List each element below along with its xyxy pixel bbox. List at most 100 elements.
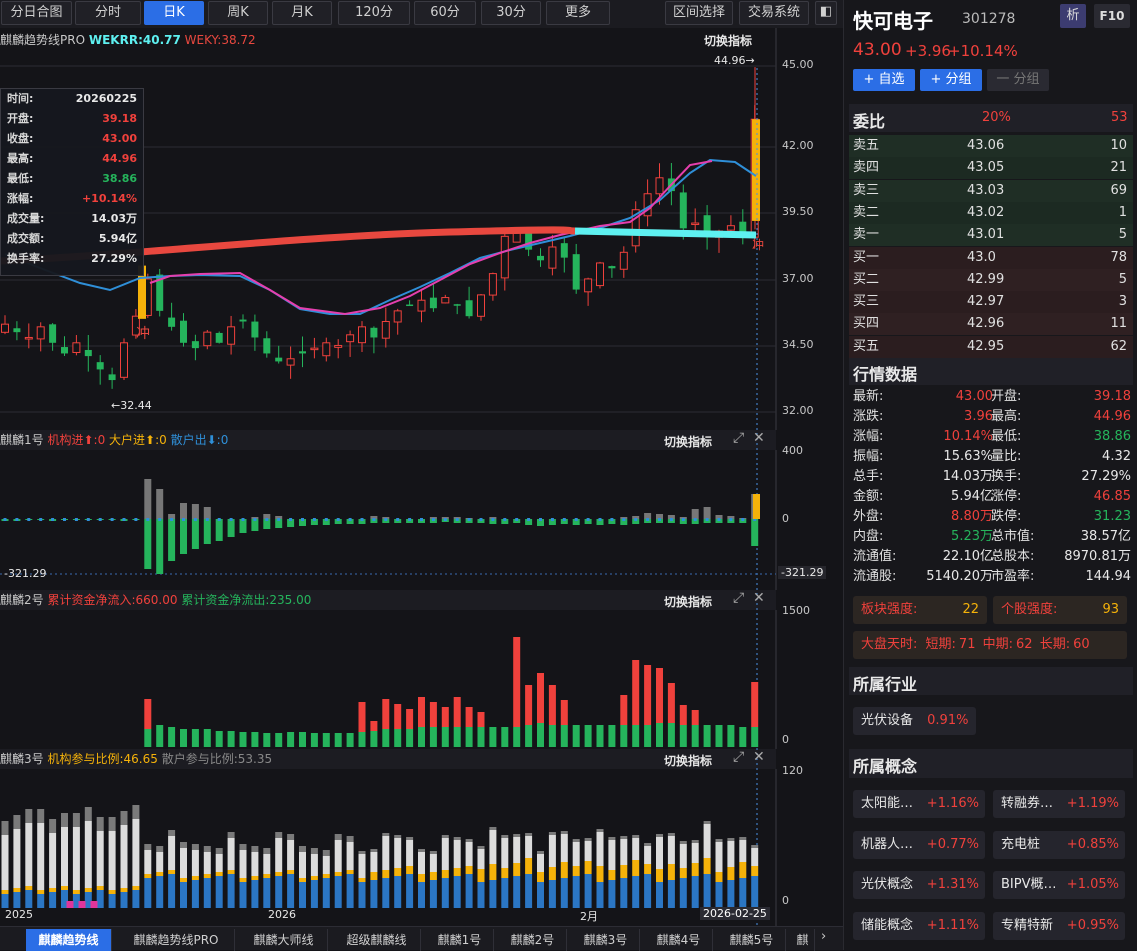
- p3-bar: [49, 892, 57, 908]
- concept-pct: +1.31%: [926, 877, 979, 892]
- period-button-weekly[interactable]: 周K: [208, 1, 268, 25]
- expand-icon[interactable]: ⤢: [733, 749, 745, 765]
- p2-bar: [358, 702, 366, 732]
- p3-bar: [679, 868, 687, 878]
- range-select-button[interactable]: 区间选择: [665, 1, 733, 25]
- bid-row[interactable]: 买四 42.96 11: [849, 313, 1133, 336]
- close-icon[interactable]: ✕: [753, 749, 765, 765]
- p1-bar: [751, 519, 759, 546]
- p1-bar: [215, 519, 223, 541]
- p1-bar: [182, 518, 185, 521]
- tab-qilin-4[interactable]: 麒麟4号: [645, 929, 713, 951]
- bid-row[interactable]: 买五 42.95 62: [849, 335, 1133, 358]
- concept-chip[interactable]: 专精特新 +0.95%: [993, 911, 1125, 940]
- period-button-120min[interactable]: 120分: [338, 1, 410, 25]
- expand-icon[interactable]: ⤢: [733, 590, 745, 606]
- p2-bar: [406, 709, 414, 729]
- p3-bar: [239, 878, 247, 882]
- p3-switch-indicator-button[interactable]: 切换指标: [664, 754, 713, 768]
- f10-button[interactable]: F10: [1094, 4, 1130, 28]
- close-icon[interactable]: ✕: [753, 590, 765, 606]
- trade-system-button[interactable]: 交易系统: [739, 1, 809, 25]
- ask-row[interactable]: 卖五 43.06 10: [849, 135, 1133, 157]
- period-button-monthly[interactable]: 月K: [272, 1, 332, 25]
- industry-chip[interactable]: 光伏设备 0.91%: [853, 707, 977, 735]
- tab-qilin-5[interactable]: 麒麟5号: [718, 929, 786, 951]
- tab-trend-line[interactable]: 麒麟趋势线: [26, 929, 112, 951]
- market-key: 最新:: [853, 389, 884, 404]
- p1-switch-indicator-button[interactable]: 切换指标: [664, 435, 713, 449]
- concept-chip[interactable]: BIPV概… +1.05%: [993, 871, 1125, 899]
- p3-bar: [715, 882, 723, 908]
- panel-header-bar: [776, 430, 843, 450]
- p3-bar: [275, 876, 283, 908]
- p1-ytick: 0: [782, 512, 789, 525]
- tab-trend-line-pro[interactable]: 麒麟趋势线PRO: [118, 929, 235, 951]
- ask-row[interactable]: 卖二 43.02 1: [849, 201, 1133, 224]
- period-button-60min[interactable]: 60分: [414, 1, 476, 25]
- bid-row[interactable]: 买三 42.97 3: [849, 291, 1133, 314]
- tab-master-line[interactable]: 麒麟大师线: [240, 929, 328, 951]
- p1-bar: [455, 518, 459, 521]
- period-button-daily[interactable]: 日K: [144, 1, 204, 25]
- tabs-scroll-right-icon[interactable]: ›: [821, 929, 827, 944]
- expand-icon[interactable]: ⤢: [733, 430, 745, 446]
- p2-bar: [310, 733, 318, 747]
- bid-row[interactable]: 买一 43.0 78: [849, 246, 1133, 269]
- p2-switch-indicator-button[interactable]: 切换指标: [664, 595, 713, 609]
- period-button-more[interactable]: 更多: [546, 1, 610, 25]
- collapse-panel-icon[interactable]: ◧: [815, 1, 837, 25]
- remove-group-button[interactable]: 一 分组: [987, 69, 1049, 91]
- p3-bar: [275, 838, 283, 872]
- p1-bar: [693, 518, 697, 521]
- concept-chip[interactable]: 转融券… +1.19%: [993, 790, 1125, 818]
- concept-chip[interactable]: 太阳能… +1.16%: [853, 790, 985, 818]
- p2-bar: [453, 697, 461, 727]
- concept-chip[interactable]: 储能概念 +1.11%: [853, 911, 985, 940]
- p1-bar: [658, 518, 661, 521]
- p1-bar: [15, 518, 19, 521]
- p3-bar: [382, 878, 390, 908]
- add-watchlist-button[interactable]: + 自选: [853, 69, 915, 91]
- close-icon[interactable]: ✕: [753, 430, 765, 446]
- tab-qilin-3[interactable]: 麒麟3号: [572, 929, 640, 951]
- low-price-marker: ←32.44: [111, 399, 152, 412]
- p2-bar: [227, 731, 235, 747]
- candle-body: [227, 326, 236, 345]
- tab-qilin-more[interactable]: 麒: [791, 929, 815, 951]
- tab-qilin-1[interactable]: 麒麟1号: [426, 929, 494, 951]
- p1-bar: [679, 519, 687, 524]
- p1-bar: [610, 518, 614, 521]
- p3-bar: [61, 886, 68, 890]
- concept-chip[interactable]: 充电桩 +0.85%: [993, 830, 1125, 859]
- candle-body: [453, 304, 461, 306]
- ask-row[interactable]: 卖四 43.05 21: [849, 157, 1133, 180]
- ask-row[interactable]: 卖三 43.03 69: [849, 179, 1133, 202]
- tab-super-line[interactable]: 超级麒麟线: [333, 929, 421, 951]
- p1-bar: [170, 518, 174, 521]
- period-button-intraday[interactable]: 分时: [75, 1, 141, 25]
- market-key: 开盘:: [991, 389, 1022, 404]
- p1-bar: [158, 518, 162, 521]
- level-label: 卖四: [853, 160, 880, 176]
- period-button-30min[interactable]: 30分: [481, 1, 541, 25]
- signal-candle: [752, 119, 760, 221]
- concept-chip[interactable]: 光伏概念 +1.31%: [853, 871, 985, 899]
- tab-qilin-2[interactable]: 麒麟2号: [499, 929, 567, 951]
- ask-row[interactable]: 卖一 43.01 5: [849, 224, 1133, 247]
- p1-bar: [134, 518, 138, 521]
- analyze-button[interactable]: 析: [1060, 4, 1086, 28]
- p3-bar: [168, 870, 176, 874]
- p1-indicator-name: 麒麟1号: [0, 433, 44, 447]
- tooltip-row: 最低: 38.86: [1, 169, 143, 189]
- sector-strength-label: 板块强度:: [861, 602, 918, 617]
- concept-chip[interactable]: 机器人… +0.77%: [853, 830, 985, 859]
- period-button-combined[interactable]: 分日合图: [1, 1, 72, 25]
- candle-body: [180, 320, 187, 343]
- candle-body: [358, 326, 366, 344]
- add-group-button[interactable]: + 分组: [920, 69, 982, 91]
- bid-row[interactable]: 买二 42.99 5: [849, 268, 1133, 291]
- main-switch-indicator-button[interactable]: 切换指标: [704, 34, 753, 48]
- p3-bar: [263, 874, 271, 878]
- chart-canvas[interactable]: [0, 28, 843, 926]
